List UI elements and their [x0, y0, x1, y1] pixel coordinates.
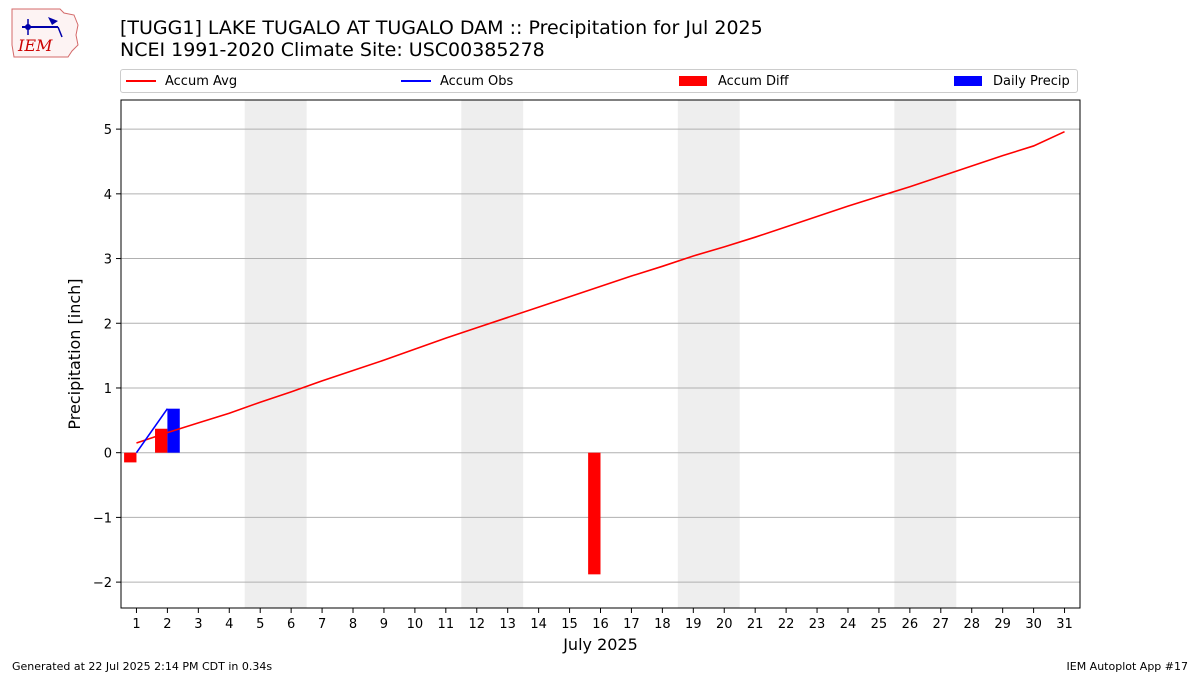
x-tick-label: 5: [256, 617, 264, 632]
y-tick-label: 0: [104, 447, 112, 462]
chart-subtitle: NCEI 1991-2020 Climate Site: USC00385278: [120, 39, 545, 61]
plot-frame: [120, 99, 1081, 609]
legend-swatch-accum-avg: [126, 80, 156, 82]
x-tick-label: 23: [809, 617, 826, 632]
x-tick-label: 24: [840, 617, 857, 632]
x-tick-label: 10: [407, 617, 424, 632]
x-tick-label: 2: [163, 617, 171, 632]
x-tick-label: 25: [871, 617, 888, 632]
legend-swatch-accum-diff: [679, 76, 707, 86]
y-axis-label: Precipitation [inch]: [65, 278, 84, 429]
iem-logo-text: IEM: [17, 36, 53, 55]
accum-diff-bar: [155, 428, 168, 453]
x-tick-label: 29: [994, 617, 1011, 632]
x-tick-label: 12: [468, 617, 485, 632]
chart-legend: Accum Avg Accum Obs Accum Diff Daily Pre…: [120, 69, 1078, 93]
x-tick-label: 19: [685, 617, 702, 632]
x-tick-label: 26: [902, 617, 919, 632]
weekend-band: [677, 100, 740, 608]
legend-label-accum-diff: Accum Diff: [718, 73, 789, 89]
x-tick-label: 22: [778, 617, 795, 632]
iem-logo: IEM: [11, 8, 79, 58]
x-tick-label: 27: [933, 617, 950, 632]
y-tick-label: 3: [104, 253, 112, 268]
weekend-band: [244, 100, 307, 608]
x-tick-label: 9: [380, 617, 388, 632]
y-tick-label: 1: [104, 382, 112, 397]
legend-label-accum-avg: Accum Avg: [165, 73, 238, 89]
app-credit: IEM Autoplot App #17: [1066, 660, 1189, 673]
x-tick-label: 28: [963, 617, 980, 632]
legend-label-daily-precip: Daily Precip: [993, 73, 1070, 89]
x-tick-label: 18: [654, 617, 671, 632]
accum-diff-bar: [588, 452, 601, 575]
x-tick-label: 20: [716, 617, 733, 632]
weekend-band: [461, 100, 524, 608]
accum-diff-bar: [124, 452, 137, 463]
x-tick-label: 13: [499, 617, 516, 632]
x-tick-label: 14: [530, 617, 547, 632]
legend-label-accum-obs: Accum Obs: [440, 73, 514, 89]
x-tick-label: 11: [438, 617, 455, 632]
x-tick-label: 15: [561, 617, 578, 632]
x-tick-label: 1: [132, 617, 140, 632]
accum-avg-line: [136, 130, 1065, 444]
x-tick-label: 3: [194, 617, 202, 632]
x-tick-label: 21: [747, 617, 764, 632]
x-tick-label: 31: [1056, 617, 1073, 632]
y-tick-label: 4: [104, 188, 112, 203]
legend-swatch-daily-precip: [954, 76, 982, 86]
weekend-band: [894, 100, 957, 608]
accum-obs-line: [135, 408, 169, 454]
legend-item-accum-diff: Accum Diff: [679, 70, 789, 92]
y-tick-label: 5: [104, 123, 112, 138]
chart-title: [TUGG1] LAKE TUGALO AT TUGALO DAM :: Pre…: [120, 17, 763, 39]
y-tick-label: −2: [93, 576, 112, 591]
x-axis-label: July 2025: [562, 635, 638, 654]
legend-item-daily-precip: Daily Precip: [954, 70, 1070, 92]
x-tick-label: 6: [287, 617, 295, 632]
x-tick-label: 16: [592, 617, 609, 632]
y-tick-label: −1: [93, 511, 112, 526]
y-tick-label: 2: [104, 317, 112, 332]
x-tick-label: 8: [349, 617, 357, 632]
legend-item-accum-obs: Accum Obs: [401, 70, 513, 92]
x-tick-label: 30: [1025, 617, 1042, 632]
x-tick-label: 17: [623, 617, 640, 632]
generated-timestamp: Generated at 22 Jul 2025 2:14 PM CDT in …: [12, 660, 273, 673]
x-tick-label: 7: [318, 617, 326, 632]
x-tick-label: 4: [225, 617, 233, 632]
legend-item-accum-avg: Accum Avg: [126, 70, 237, 92]
legend-swatch-accum-obs: [401, 80, 431, 82]
